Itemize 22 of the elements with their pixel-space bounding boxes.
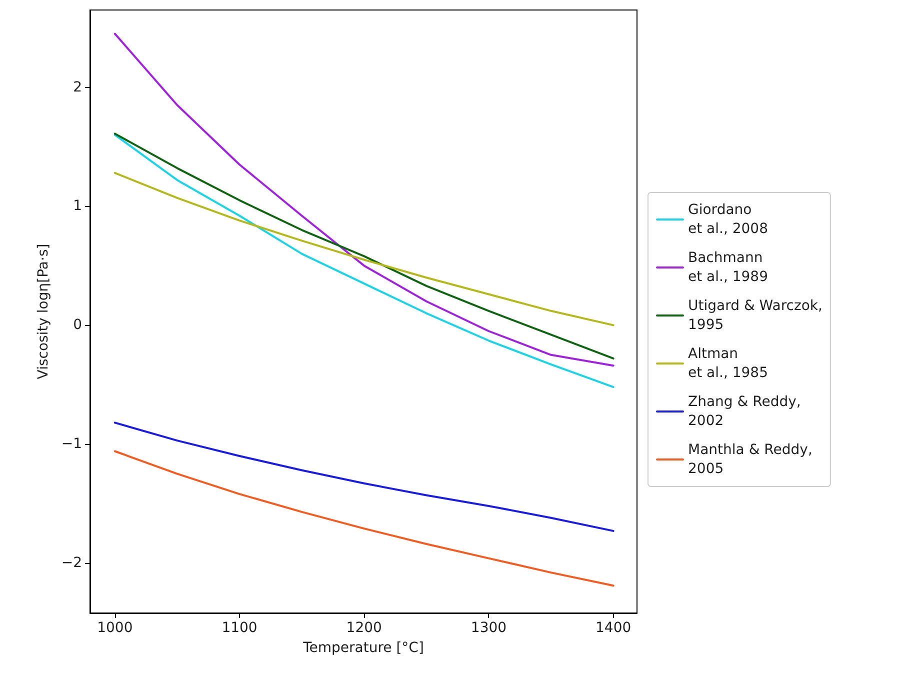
y-tick-label: −2 [61,555,82,572]
x-tick-label: 1100 [222,620,258,636]
legend-label: Manthla & Reddy, 2005 [688,442,812,477]
legend-label: Utigard & Warczok, 1995 [688,298,822,333]
line-series [114,450,614,587]
x-tick-label: 1300 [470,620,507,636]
legend-label: Bachmann et al., 1989 [688,250,768,285]
y-tick-label: −1 [61,436,82,452]
x-tick-label: 1400 [596,620,632,636]
legend-label: Altman et al., 1985 [688,346,768,381]
x-tick-label: 1000 [97,620,133,636]
line-series [114,422,614,532]
y-tick-label: 0 [73,317,82,334]
y-tick-label: 2 [73,79,82,96]
x-tick-label: 1200 [346,620,382,636]
y-tick-label: 1 [73,198,82,214]
x-axis-title: Temperature [°C] [302,640,424,656]
line-series [114,32,614,367]
y-axis-title: Viscosity logη[Pa·s] [35,244,52,380]
legend-label: Giordano et al., 2008 [688,202,768,237]
line-series [114,172,614,326]
legend-label: Zhang & Reddy, 2002 [688,394,801,429]
